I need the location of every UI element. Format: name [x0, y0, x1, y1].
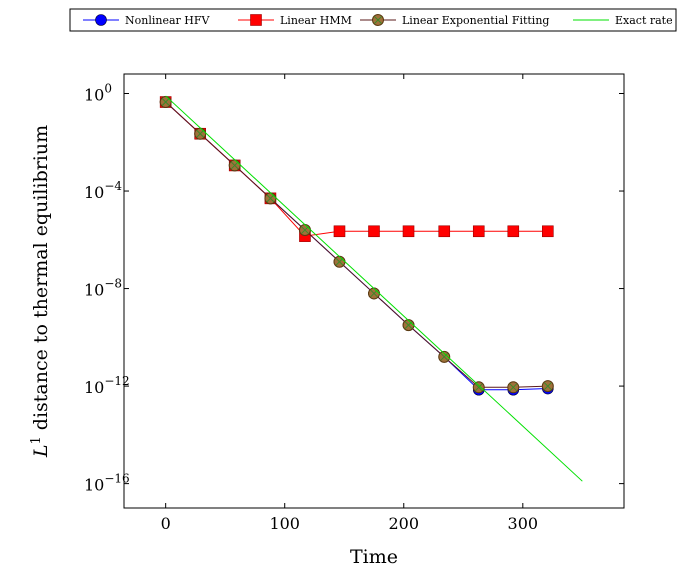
data-point [402, 319, 415, 332]
x-tick-label: 100 [269, 514, 300, 533]
legend-swatch-marker [372, 14, 384, 26]
legend-label: Linear HMM [280, 14, 352, 27]
y-axis-label: L1 distance to thermal equilibrium [29, 125, 52, 458]
data-point [541, 380, 554, 393]
legend-swatch-marker [250, 14, 262, 26]
y-tick-label: 100 [84, 82, 112, 105]
data-point [472, 381, 485, 394]
data-point [507, 225, 520, 238]
y-tick-label: 10−12 [84, 374, 130, 397]
legend-label: Nonlinear HFV [125, 14, 211, 27]
data-point [194, 127, 207, 140]
data-point [333, 225, 346, 238]
x-tick-label: 0 [161, 514, 171, 533]
data-point [368, 287, 380, 300]
legend-label: Linear Exponential Fitting [402, 14, 549, 27]
series-exact-rate [165, 95, 583, 482]
data-point [402, 225, 415, 238]
legend: Nonlinear HFV Linear HMM Linear Exponentia… [69, 8, 677, 32]
data-point [333, 255, 346, 268]
data-point [472, 225, 485, 238]
legend-entry: Linear Exponential Fitting [360, 14, 549, 27]
data-point [228, 159, 241, 172]
y-tick-label: 10−8 [84, 277, 122, 300]
y-tick-label: 10−16 [84, 472, 130, 495]
legend-label: Exact rate [615, 14, 673, 27]
data-point [507, 381, 520, 394]
x-tick-label: 200 [388, 514, 419, 533]
data-point [542, 225, 554, 238]
legend-swatch-marker [95, 14, 107, 26]
data-point [264, 192, 277, 205]
x-axis-label: Time [350, 546, 398, 568]
legend-entry: Exact rate [573, 14, 673, 27]
x-tick-label: 300 [508, 514, 539, 533]
data-point [438, 350, 451, 363]
data-point [298, 224, 311, 237]
legend-entry: Linear HMM [238, 14, 352, 27]
legend-entry: Nonlinear HFV [83, 14, 211, 27]
series-line [165, 95, 583, 482]
data-point [438, 225, 451, 238]
y-tick-label: 10−4 [84, 179, 122, 202]
data-point [159, 96, 172, 109]
data-point [368, 225, 380, 238]
